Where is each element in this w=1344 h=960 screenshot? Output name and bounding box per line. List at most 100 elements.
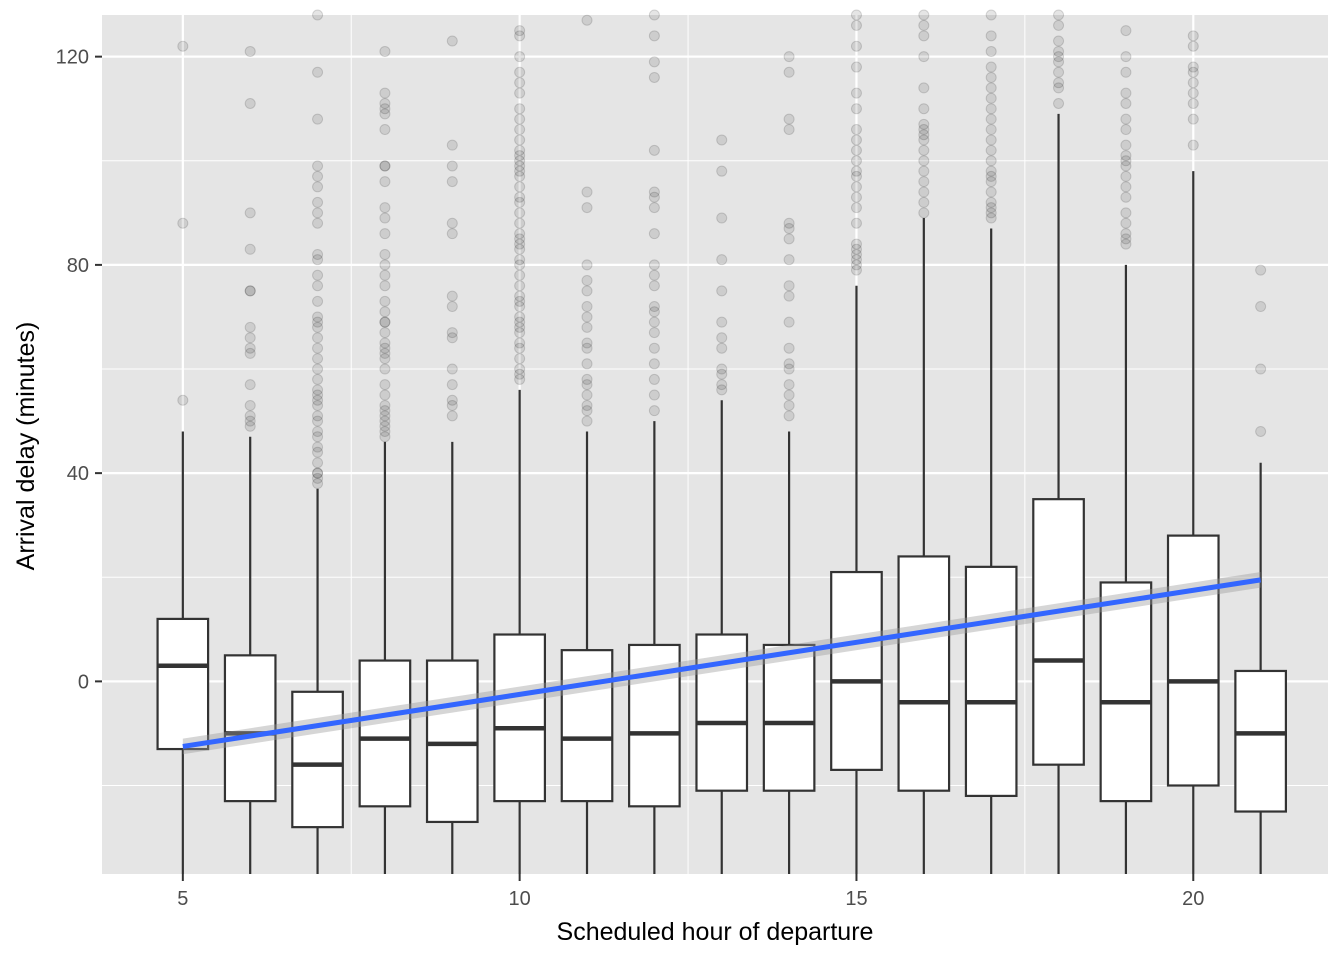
outlier-point (312, 254, 324, 266)
outlier-point (379, 295, 391, 307)
outlier-point (1120, 155, 1132, 167)
outlier-point (312, 196, 324, 208)
outlier-point (1120, 124, 1132, 136)
y-axis: 0 40 80 120 (56, 47, 102, 693)
outlier-point (379, 228, 391, 240)
outlier-points (177, 9, 1267, 490)
outlier-point (581, 14, 593, 26)
outlier-point (446, 228, 458, 240)
box (830, 570, 883, 771)
outlier-point (244, 342, 256, 354)
outlier-point (1255, 425, 1267, 437)
outlier-point (514, 134, 526, 146)
outlier-point (581, 405, 593, 417)
outlier-point (985, 61, 997, 73)
outlier-point (514, 311, 526, 323)
box (560, 649, 614, 803)
outlier-point (850, 165, 862, 177)
outlier-point (379, 306, 391, 318)
outlier-point (514, 321, 526, 333)
outlier-point (514, 254, 526, 266)
outlier-point (716, 165, 728, 177)
box (762, 643, 816, 792)
outlier-point (312, 446, 324, 458)
outlier-point (379, 431, 391, 443)
outlier-point (244, 347, 256, 359)
outlier-point (312, 342, 324, 354)
outlier-point (514, 51, 526, 63)
outlier-point (581, 358, 593, 370)
whiskers (181, 113, 1262, 874)
outlier-point (379, 389, 391, 401)
outlier-point (379, 379, 391, 391)
outlier-point (716, 134, 728, 146)
outlier-point (379, 405, 391, 417)
outlier-point (716, 379, 728, 391)
outlier-point (244, 415, 256, 427)
outlier-point (581, 379, 593, 391)
x-tick-label: 15 (845, 888, 867, 910)
outlier-point (244, 332, 256, 344)
outlier-point (581, 301, 593, 313)
outlier-point (514, 373, 526, 385)
outlier-point (379, 269, 391, 281)
outlier-point (312, 321, 324, 333)
outlier-point (850, 134, 862, 146)
outlier-point (244, 243, 256, 255)
outlier-point (379, 353, 391, 365)
outlier-point (446, 301, 458, 313)
outlier-point (985, 196, 997, 208)
outlier-point (648, 259, 660, 271)
outlier-point (648, 191, 660, 203)
outlier-point (379, 363, 391, 375)
outlier-point (514, 243, 526, 255)
outlier-point (514, 77, 526, 89)
outlier-point (850, 155, 862, 167)
outlier-point (648, 144, 660, 156)
y-tick-label: 0 (78, 671, 89, 693)
outlier-point (985, 176, 997, 188)
outlier-point (514, 259, 526, 271)
outlier-point (514, 160, 526, 172)
outlier-point (177, 394, 189, 406)
outlier-point (1053, 56, 1065, 68)
outlier-point (379, 316, 391, 328)
outlier-point (850, 217, 862, 229)
outlier-point (648, 306, 660, 318)
box (1234, 669, 1287, 813)
outlier-point (1187, 113, 1199, 125)
outlier-point (985, 71, 997, 83)
outlier-point (918, 129, 930, 141)
outlier-point (514, 337, 526, 349)
outlier-point (1053, 9, 1065, 21)
outlier-point (850, 243, 862, 255)
outlier-point (312, 478, 324, 490)
outlier-point (581, 285, 593, 297)
outlier-point (1053, 51, 1065, 63)
outlier-point (850, 61, 862, 73)
outlier-point (514, 30, 526, 42)
outlier-point (1053, 19, 1065, 31)
outlier-point (446, 363, 458, 375)
outlier-point (918, 82, 930, 94)
outlier-point (985, 144, 997, 156)
outlier-point (446, 332, 458, 344)
outlier-point (648, 30, 660, 42)
outlier-point (1120, 139, 1132, 151)
outlier-point (514, 191, 526, 203)
outlier-point (514, 342, 526, 354)
outlier-point (581, 202, 593, 214)
outlier-point (648, 301, 660, 313)
outlier-point (1053, 77, 1065, 89)
outlier-point (581, 415, 593, 427)
outlier-point (312, 441, 324, 453)
outlier-point (648, 9, 660, 21)
outlier-point (514, 207, 526, 219)
outlier-point (1120, 98, 1132, 110)
outlier-point (379, 399, 391, 411)
outlier-point (312, 457, 324, 469)
outlier-point (379, 337, 391, 349)
outlier-point (514, 290, 526, 302)
outlier-point (244, 98, 256, 110)
outlier-point (648, 389, 660, 401)
